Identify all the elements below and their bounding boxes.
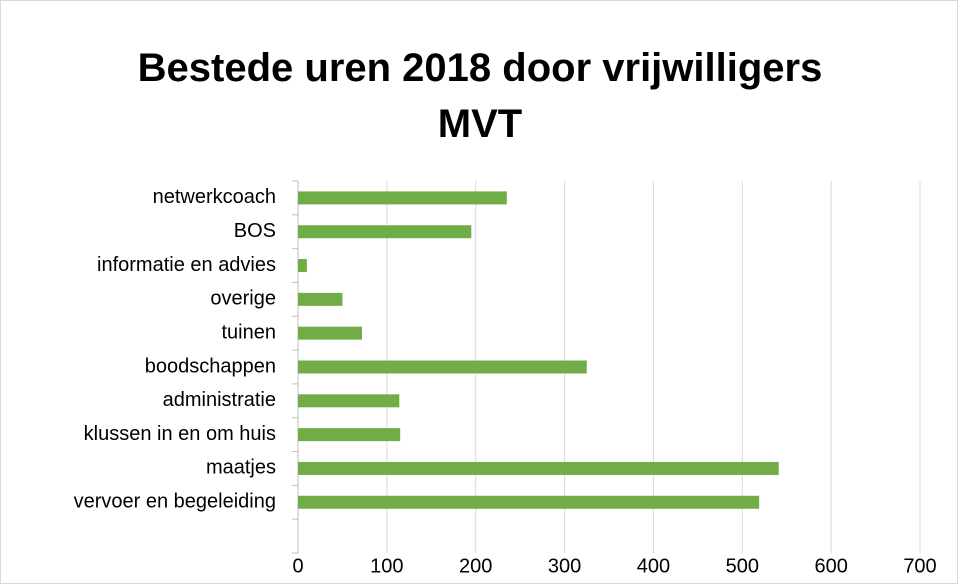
chart-title: Bestede uren 2018 door vrijwilligers MVT — [137, 46, 823, 146]
x-tick-label: 0 — [292, 555, 303, 577]
x-tick-label: 600 — [814, 555, 847, 577]
bar — [298, 225, 472, 239]
x-tick-label: 500 — [726, 555, 759, 577]
y-tick-label: maatjes — [206, 457, 276, 479]
y-tick-label: informatie en advies — [97, 254, 276, 276]
x-tick-label: 700 — [903, 555, 936, 577]
y-tick-label: tuinen — [222, 321, 277, 343]
bar — [298, 394, 400, 408]
x-tick-label: 100 — [370, 555, 403, 577]
y-tick-label: administratie — [163, 389, 276, 411]
y-tick-label: overige — [210, 288, 276, 310]
bar — [298, 326, 362, 340]
y-tick-label: netwerkcoach — [153, 186, 276, 208]
y-tick-label: BOS — [234, 220, 276, 242]
bar — [298, 428, 401, 442]
bar — [298, 259, 307, 273]
x-tick-label: 300 — [548, 555, 581, 577]
bar — [298, 360, 587, 374]
x-tick-label: 200 — [459, 555, 492, 577]
bar — [298, 292, 343, 306]
y-tick-label: vervoer en begeleiding — [74, 491, 276, 513]
y-tick-label: klussen in en om huis — [84, 423, 276, 445]
bar — [298, 191, 507, 205]
x-tick-label: 400 — [637, 555, 670, 577]
y-tick-label: boodschappen — [145, 355, 276, 377]
bar — [298, 461, 779, 475]
bar — [298, 495, 760, 509]
